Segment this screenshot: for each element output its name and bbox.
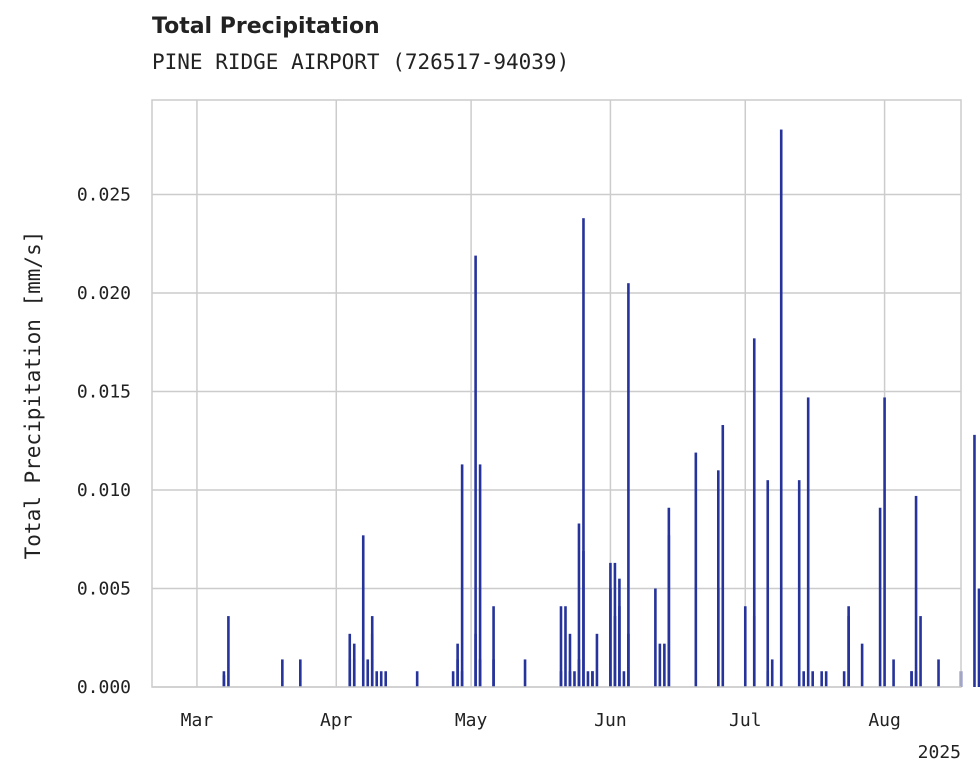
- bar: [717, 470, 720, 687]
- bar: [766, 480, 770, 687]
- bar: [573, 671, 576, 687]
- bar: [842, 671, 846, 687]
- bar: [415, 671, 419, 687]
- bar: [618, 606, 621, 687]
- chart-title: Total Precipitation: [152, 14, 380, 39]
- bar: [609, 562, 612, 687]
- x-tick-label: Jun: [594, 710, 627, 731]
- bar: [281, 659, 284, 687]
- bar: [802, 671, 805, 687]
- bar: [474, 255, 477, 688]
- bar: [694, 452, 698, 687]
- year-label: 2025: [918, 742, 961, 763]
- bar: [384, 671, 388, 687]
- bar: [523, 659, 527, 687]
- bar: [559, 606, 563, 687]
- bar: [973, 434, 976, 687]
- bar: [820, 671, 823, 687]
- y-tick-label: 0.015: [77, 382, 131, 403]
- bar: [613, 562, 617, 687]
- bar: [779, 129, 783, 688]
- bar: [577, 523, 581, 687]
- bar: [919, 616, 922, 687]
- bar: [586, 671, 590, 687]
- bar: [766, 671, 770, 687]
- y-tick-label: 0.025: [77, 185, 131, 206]
- bar: [582, 218, 585, 687]
- plot-frame: [151, 99, 962, 688]
- bar: [811, 671, 814, 687]
- bar: [658, 643, 662, 687]
- bar: [824, 671, 828, 687]
- bar: [878, 507, 882, 687]
- bar: [721, 425, 725, 687]
- bar: [352, 659, 356, 687]
- bar: [883, 397, 886, 687]
- bar: [460, 671, 464, 687]
- bar: [622, 671, 626, 687]
- bar: [910, 671, 913, 687]
- y-tick-label: 0.020: [77, 283, 131, 304]
- bar: [370, 633, 374, 687]
- bar: [227, 616, 230, 687]
- bar: [478, 659, 482, 687]
- bar: [937, 659, 940, 687]
- bar: [752, 338, 756, 687]
- bar: [299, 659, 302, 687]
- bar: [361, 535, 365, 687]
- y-tick-label: 0.005: [77, 579, 131, 600]
- x-tick-label: Mar: [181, 710, 214, 731]
- bar: [914, 495, 918, 687]
- bar: [627, 283, 630, 687]
- bar: [222, 675, 226, 687]
- bar: [847, 606, 850, 687]
- bar: [492, 606, 495, 687]
- bar: [379, 671, 383, 687]
- bar: [564, 606, 567, 687]
- bar: [478, 464, 482, 687]
- bar: [577, 659, 581, 687]
- y-tick-labels: 0.000 0.005 0.010 0.015 0.020 0.025: [77, 185, 131, 698]
- bar: [667, 535, 671, 687]
- bar: [456, 659, 459, 687]
- bar: [595, 633, 599, 687]
- bar: [451, 671, 455, 687]
- x-tick-label: Aug: [868, 710, 901, 731]
- chart-subtitle: PINE RIDGE AIRPORT (726517-94039): [152, 50, 570, 74]
- x-tick-label: Jul: [729, 710, 762, 731]
- bar: [797, 480, 801, 687]
- bar-series: [222, 129, 980, 688]
- bar: [654, 588, 657, 687]
- x-tick-labels: Mar Apr May Jun Jul Aug: [181, 710, 901, 731]
- bar: [663, 643, 666, 687]
- y-tick-label: 0.000: [77, 677, 131, 698]
- bar: [375, 671, 379, 687]
- y-axis-label: Total Precipitation [mm/s]: [21, 231, 45, 560]
- y-tick-label: 0.010: [77, 480, 131, 501]
- bar: [977, 588, 980, 687]
- bar: [591, 671, 594, 687]
- bar: [348, 633, 352, 687]
- grid-lines: [152, 100, 961, 688]
- bar: [366, 659, 370, 687]
- bar: [860, 643, 864, 687]
- bar: [892, 659, 895, 687]
- bar: [806, 397, 810, 687]
- x-tick-label: Apr: [320, 710, 353, 731]
- bar: [460, 464, 464, 687]
- bar: [770, 659, 774, 687]
- x-tick-label: May: [455, 710, 488, 731]
- bar: [914, 671, 918, 687]
- bar: [743, 606, 747, 687]
- bar: [582, 551, 585, 687]
- bar: [627, 633, 630, 687]
- bar: [568, 633, 572, 687]
